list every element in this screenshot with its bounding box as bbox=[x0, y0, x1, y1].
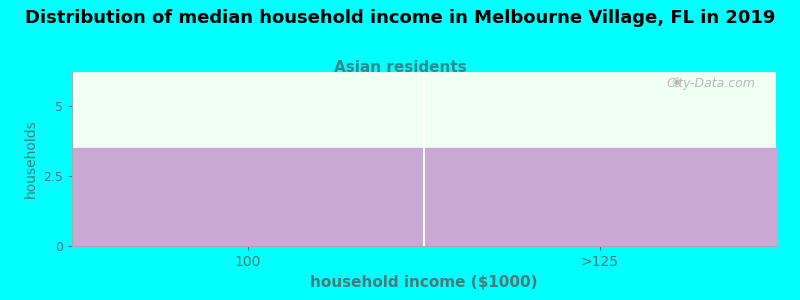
X-axis label: household income ($1000): household income ($1000) bbox=[310, 274, 538, 290]
Text: Distribution of median household income in Melbourne Village, FL in 2019: Distribution of median household income … bbox=[25, 9, 775, 27]
Text: Asian residents: Asian residents bbox=[334, 60, 466, 75]
Y-axis label: households: households bbox=[23, 120, 38, 198]
Text: City-Data.com: City-Data.com bbox=[666, 77, 755, 90]
Text: ◉: ◉ bbox=[671, 77, 681, 87]
